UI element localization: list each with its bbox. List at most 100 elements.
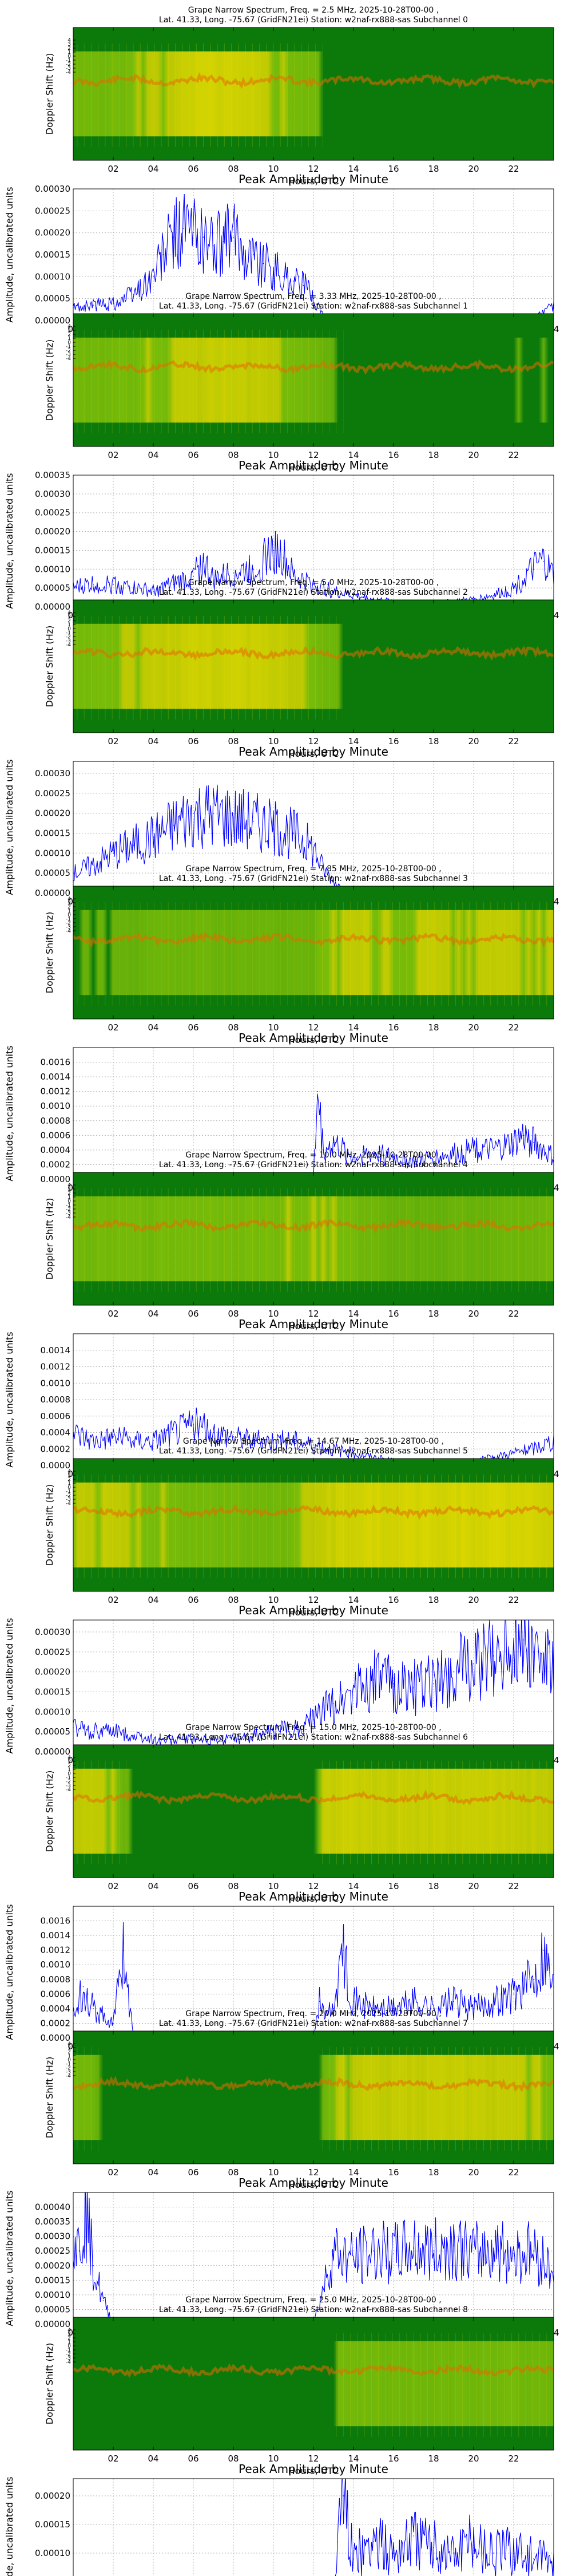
amplitude-point [253,254,254,255]
amplitude-point [133,587,134,588]
y-tick-label: 0.00005 [35,294,70,304]
x-tick-label: 22 [508,2167,519,2178]
x-tick-label: 06 [188,1881,198,1891]
amplitude-title: Peak Amplitude by Minute [239,745,388,758]
y-tick-label: 0 [67,54,71,60]
amplitude-point [122,1949,124,1951]
amplitude-point [453,1671,454,1673]
amplitude-point [233,236,234,238]
x-tick-label: 10 [268,2167,279,2178]
y-tick-label: 0.0002 [41,1159,71,1170]
amplitude-point [493,2247,494,2249]
y-axis-label: Doppler Shift (Hz) [44,2057,55,2139]
y-tick-label: 0.00030 [35,489,70,499]
x-tick-label: 04 [148,2167,158,2178]
y-tick-label: -1 [66,1203,71,1208]
x-tick-label: 08 [228,2453,239,2464]
y-tick-label: 0.00000 [35,602,70,612]
y-tick-label: 2 [67,904,71,910]
amplitude-point [293,280,294,282]
x-tick-label: 14 [348,1595,359,1605]
amplitude-point [283,557,284,559]
amplitude-point [193,1739,194,1740]
doppler-band-trace [73,359,554,375]
amplitude-point [453,1153,454,1155]
amplitude-point [513,587,514,588]
y-axis-label: Amplitude, uncalibrated units [4,1618,15,1753]
x-tick-label: 20 [468,1309,479,1319]
amplitude-point [243,245,244,247]
y-tick-label: 4 [67,2041,71,2047]
amplitude-point [113,583,114,585]
y-tick-label: -3 [66,1497,71,1503]
spectrum-subtitle: Lat. 41.33, Long. -75.67 (GridFN21ei) St… [159,302,468,311]
amplitude-point [273,1731,274,1732]
x-axis-label: Hours, UTC [288,2466,339,2476]
y-tick-label: 0.0004 [41,1145,71,1155]
y-tick-label: 1 [67,2053,71,2059]
x-tick-label: 04 [148,164,158,174]
x-tick-label: 16 [388,164,399,174]
x-tick-label: 04 [148,1022,158,1033]
y-tick-label: 1 [67,908,71,914]
x-tick-label: 16 [388,1309,399,1319]
y-tick-label: 0.0006 [41,1411,71,1421]
doppler-band-trace [73,2363,554,2378]
y-tick-label: -4 [66,2073,71,2079]
amplitude-point [333,1703,334,1705]
x-axis-label: Hours, UTC [288,748,339,759]
y-tick-label: -2 [66,920,71,926]
x-tick-label: 18 [428,736,439,746]
y-tick-label: 0.00015 [35,545,70,555]
x-tick-label: 22 [508,2453,519,2464]
amplitude-point [333,2250,334,2252]
y-tick-label: 0.0006 [41,1130,71,1140]
doppler-band-trace [73,645,554,661]
x-tick-label: 18 [428,2453,439,2464]
y-tick-label: -4 [66,1787,71,1793]
amplitude-point [473,1663,474,1665]
y-tick-label: 4 [67,2328,71,2333]
y-tick-label: 0.0004 [41,2004,71,2014]
y-tick-label: -1 [66,58,71,64]
amplitude-point [353,2558,354,2559]
spectrum-subtitle: Lat. 41.33, Long. -75.67 (GridFN21ei) St… [159,2019,468,2028]
x-tick-label: 06 [188,2453,198,2464]
amplitude-panel: Peak Amplitude by Minute0002040608101214… [4,2462,554,2576]
y-tick-label: 0.00005 [35,1726,70,1737]
amplitude-point [473,2253,474,2255]
x-tick-label: 02 [108,736,118,746]
x-tick-label: 02 [108,1595,118,1605]
x-tick-label: 12 [308,450,319,460]
x-tick-label: 18 [428,450,439,460]
amplitude-point [413,2001,414,2002]
amplitude-point [433,2250,434,2252]
y-tick-label: 0.00015 [35,2275,70,2285]
x-tick-label: 12 [308,2453,319,2464]
y-tick-label: 0 [67,912,71,918]
y-tick-label: 0.00030 [35,2231,70,2242]
amplitude-point [213,812,214,814]
x-tick-label: 14 [348,736,359,746]
y-tick-label: 0 [67,1485,71,1491]
y-tick-label: 0.0012 [41,1362,71,1372]
y-tick-label: 4 [67,610,71,616]
y-axis-label: Doppler Shift (Hz) [44,1484,55,1566]
y-tick-label: -2 [66,1207,71,1212]
x-tick-label: 02 [108,450,118,460]
y-axis-label: Amplitude, uncalibrated units [4,759,15,895]
spectrum-subtitle: Lat. 41.33, Long. -75.67 (GridFN21ei) St… [159,2305,468,2314]
amplitude-point [453,2553,454,2554]
spectrum-panel: Grape Narrow Spectrum, Freq. = 25.0 MHz,… [44,2296,554,2476]
y-tick-label: 0 [67,2057,71,2063]
y-tick-label: 0.00030 [35,184,70,194]
y-tick-label: -3 [66,2356,71,2361]
x-tick-label: 08 [228,450,239,460]
y-tick-label: -1 [66,1489,71,1495]
y-tick-label: 3 [67,1473,71,1479]
amplitude-point [353,1687,354,1689]
x-tick-label: 20 [468,2453,479,2464]
y-axis-label: Doppler Shift (Hz) [44,1771,55,1852]
y-tick-label: -1 [66,2348,71,2353]
